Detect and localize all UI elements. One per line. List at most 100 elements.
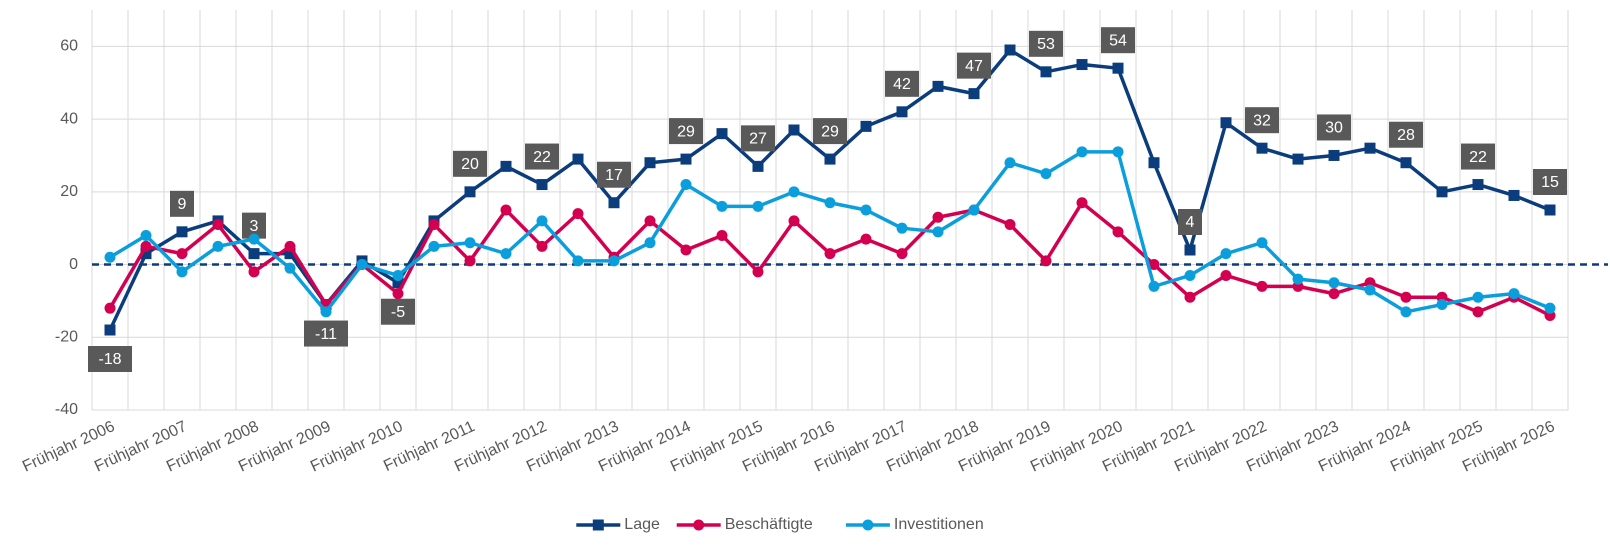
data-label: 53 — [1037, 36, 1055, 53]
point — [860, 204, 872, 216]
point — [1112, 62, 1124, 74]
point — [1040, 66, 1052, 78]
point — [176, 266, 188, 278]
data-label: -18 — [98, 351, 121, 368]
data-label-box — [813, 118, 847, 145]
point — [1112, 146, 1124, 158]
point — [716, 200, 728, 212]
point — [500, 204, 512, 216]
point — [644, 157, 656, 169]
data-label: 3 — [250, 218, 259, 235]
data-label: 29 — [677, 123, 695, 140]
point — [824, 197, 836, 209]
point — [752, 266, 764, 278]
point — [212, 219, 224, 231]
data-label-box — [1317, 114, 1351, 141]
data-label: 32 — [1253, 112, 1271, 129]
y-tick-label: 60 — [60, 38, 78, 55]
point — [572, 255, 584, 267]
point — [1472, 291, 1484, 303]
y-tick-label: -20 — [55, 328, 78, 345]
point — [392, 269, 404, 281]
point — [1256, 237, 1268, 249]
data-label: -5 — [391, 304, 405, 321]
data-label: 15 — [1541, 174, 1559, 191]
data-label-box — [453, 150, 487, 177]
data-label: 4 — [1186, 214, 1195, 231]
data-label-box — [88, 346, 132, 372]
point — [752, 160, 764, 172]
data-label-box — [1389, 121, 1423, 148]
point — [680, 153, 692, 165]
data-label: 28 — [1397, 127, 1415, 144]
data-label-box — [525, 143, 559, 170]
data-label-box — [1101, 27, 1135, 54]
point — [1508, 288, 1520, 300]
point — [1364, 284, 1376, 296]
point — [1328, 149, 1340, 161]
data-label: 29 — [821, 123, 839, 140]
point — [248, 266, 260, 278]
point — [1184, 244, 1196, 256]
point — [464, 186, 476, 198]
point — [140, 229, 152, 241]
point — [932, 211, 944, 223]
point — [428, 219, 440, 231]
point — [464, 237, 476, 249]
point — [860, 120, 872, 132]
point — [608, 197, 620, 209]
point — [608, 255, 620, 267]
point — [788, 215, 800, 227]
point — [1328, 288, 1340, 300]
point — [1292, 273, 1304, 285]
point — [104, 302, 116, 314]
point — [1148, 280, 1160, 292]
data-label: 22 — [1469, 149, 1487, 166]
point — [1076, 146, 1088, 158]
point — [140, 248, 152, 260]
point — [320, 306, 332, 318]
data-label: -11 — [315, 326, 337, 343]
data-label-box — [885, 70, 919, 97]
point — [536, 215, 548, 227]
point — [896, 248, 908, 260]
point — [464, 255, 476, 267]
point — [1544, 302, 1556, 314]
data-label-box — [957, 52, 991, 79]
point — [1184, 291, 1196, 303]
point — [500, 160, 512, 172]
point — [428, 240, 440, 252]
data-label-box — [1178, 209, 1202, 235]
data-label-box — [1461, 143, 1495, 170]
point — [680, 244, 692, 256]
data-label: 9 — [178, 196, 187, 213]
data-label-box — [170, 190, 194, 217]
data-label: 27 — [749, 131, 767, 148]
point — [140, 240, 152, 252]
data-label: 30 — [1325, 120, 1343, 137]
data-label-box — [304, 320, 348, 347]
point — [1400, 306, 1412, 318]
point — [1220, 117, 1232, 129]
y-tick-label: 20 — [60, 183, 78, 200]
point — [932, 80, 944, 92]
point — [212, 240, 224, 252]
point — [716, 229, 728, 241]
point — [644, 215, 656, 227]
point — [104, 251, 116, 263]
point — [1400, 157, 1412, 169]
point — [1256, 142, 1268, 154]
data-label: 47 — [965, 58, 983, 75]
point — [284, 248, 296, 260]
data-label: 42 — [893, 76, 911, 93]
legend-label: Beschäftigte — [725, 516, 813, 533]
point — [572, 208, 584, 220]
point — [968, 88, 980, 100]
legend-label: Investitionen — [894, 516, 984, 533]
point — [680, 179, 692, 191]
point — [536, 240, 548, 252]
data-label-box — [1533, 169, 1567, 195]
point — [536, 179, 548, 191]
point — [1004, 219, 1016, 231]
